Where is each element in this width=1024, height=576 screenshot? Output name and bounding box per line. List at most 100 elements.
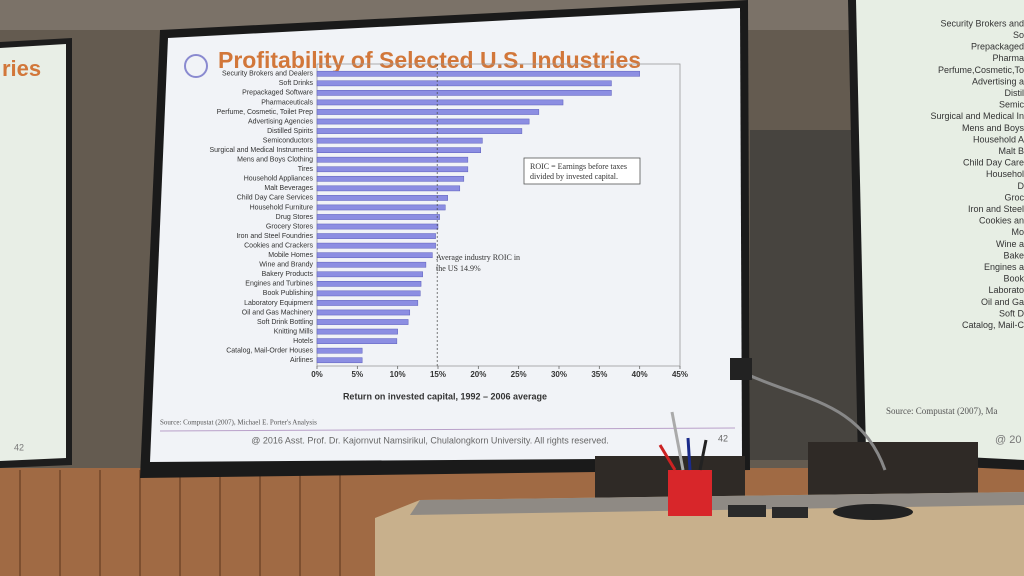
right-label: Advertising a — [972, 76, 1024, 86]
right-label: Oil and Ga — [981, 297, 1024, 307]
y-tick-label: Catalog, Mail-Order Houses — [226, 348, 313, 355]
pens — [658, 411, 708, 471]
x-tick-label: 0% — [311, 370, 323, 379]
right-label: Soft D — [999, 308, 1024, 318]
y-tick-label: Distilled Spirits — [267, 128, 313, 135]
right-label: Househol — [986, 169, 1024, 179]
right-footer: @ 20 — [995, 434, 1021, 446]
bar — [316, 271, 423, 278]
x-tick-label: 15% — [430, 370, 446, 379]
bar — [316, 90, 612, 96]
bar — [316, 347, 363, 354]
right-label: Groc — [1004, 192, 1024, 202]
pen-cup — [668, 470, 712, 516]
y-tick-label: Mobile Homes — [268, 252, 313, 259]
bar — [316, 195, 448, 201]
right-label: Wine a — [996, 239, 1024, 249]
y-tick-label: Tires — [298, 166, 314, 173]
right-label: Household A — [973, 134, 1024, 144]
x-tick-label: 40% — [632, 370, 648, 379]
y-tick-label: Malt Beverages — [264, 185, 313, 192]
bar — [316, 128, 523, 134]
bar — [316, 109, 540, 115]
source: Source: Compustat (2007), Michael E. Por… — [160, 419, 317, 427]
desk-top — [410, 492, 1024, 515]
bar — [316, 214, 440, 220]
y-tick-label: Pharmaceuticals — [261, 99, 313, 106]
right-label: So — [1013, 30, 1024, 40]
y-tick-label: Prepackaged Software — [242, 90, 313, 97]
right-label: Mo — [1011, 227, 1024, 237]
bar — [316, 118, 530, 125]
y-tick-label: Oil and Gas Machinery — [242, 309, 314, 316]
bar — [316, 147, 482, 153]
note-box — [523, 157, 641, 185]
x-tick-label: 35% — [591, 370, 607, 379]
bar — [316, 175, 465, 182]
x-tick-label: 30% — [551, 370, 567, 379]
right-label: Pharma — [992, 53, 1024, 63]
bar — [316, 281, 422, 287]
bar — [316, 156, 469, 163]
x-axis-label: Return on invested capital, 1992 – 2006 … — [343, 391, 547, 401]
right-label: Security Brokers and — [940, 18, 1024, 28]
x-tick-label: 20% — [470, 370, 486, 379]
y-tick-label: Perfume, Cosmetic, Toilet Prep — [217, 109, 313, 116]
right-label: D — [1018, 181, 1024, 191]
bar — [316, 166, 469, 173]
y-tick-label: Child Day Care Services — [237, 195, 314, 202]
bar — [316, 137, 483, 144]
y-tick-label: Soft Drink Bottling — [257, 319, 313, 326]
main-screen — [150, 8, 742, 462]
right-label: Distil — [1005, 88, 1024, 98]
y-tick-label: Book Publishing — [263, 290, 313, 297]
right-label: Cookies an — [979, 216, 1024, 226]
average-note: Average industry ROIC in the US 14.9% — [436, 253, 521, 273]
bar — [316, 242, 436, 249]
chair — [808, 442, 978, 500]
y-tick-label: Security Brokers and Dealers — [222, 71, 314, 78]
bar — [316, 319, 409, 325]
chart-title: Profitability of Selected U.S. Industrie… — [218, 47, 641, 73]
x-tick-label: 45% — [672, 370, 688, 379]
bar — [316, 290, 421, 297]
bar — [316, 99, 564, 106]
left-screen — [0, 44, 66, 461]
microphone — [741, 370, 887, 471]
left-title: ries — [2, 56, 41, 81]
definition-note: ROIC = Earnings before taxes divided by … — [530, 162, 627, 181]
y-tick-label: Soft Drinks — [279, 80, 314, 87]
microphone-head — [730, 358, 752, 380]
chart: Profitability of Selected U.S. Industrie… — [159, 47, 736, 445]
x-tick-label: 5% — [352, 370, 364, 379]
bar — [316, 185, 461, 192]
right-label: Perfume,Cosmetic,To — [938, 65, 1024, 75]
right-source: Source: Compustat (2007), Ma — [886, 406, 998, 416]
bar — [316, 70, 640, 77]
right-label: Laborato — [988, 285, 1024, 295]
bar — [316, 328, 398, 335]
y-tick-label: Semiconductors — [263, 137, 314, 144]
right-label: Engines a — [984, 262, 1024, 272]
footer: @ 2016 Asst. Prof. Dr. Kajornvut Namsiri… — [251, 435, 609, 445]
y-tick-label: Knitting Mills — [274, 328, 314, 335]
remote — [772, 507, 808, 518]
bar — [316, 80, 612, 87]
y-tick-label: Household Appliances — [244, 176, 314, 183]
y-tick-label: Engines and Turbines — [245, 281, 313, 288]
bar — [316, 204, 446, 211]
right-label: Surgical and Medical In — [930, 111, 1024, 121]
y-tick-label: Household Furniture — [250, 204, 314, 211]
footer-rule — [159, 427, 736, 432]
right-label: Catalog, Mail-C — [962, 320, 1024, 330]
right-label: Mens and Boys — [962, 123, 1024, 133]
y-tick-label: Advertising Agencies — [248, 118, 313, 125]
bar — [316, 233, 436, 239]
y-tick-label: Hotels — [293, 338, 313, 345]
doorway — [750, 130, 860, 460]
right-label: Semic — [999, 100, 1024, 110]
right-label: Iron and Steel — [968, 204, 1024, 214]
